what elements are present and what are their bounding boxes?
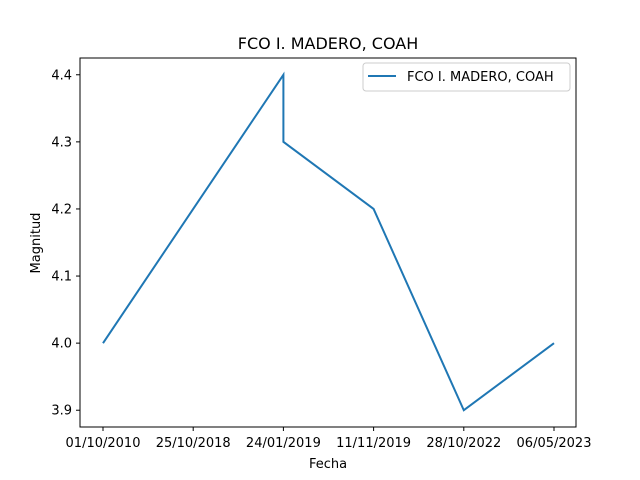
x-tick-label: 25/10/2018 [156, 436, 231, 451]
y-tick-label: 4.0 [51, 337, 72, 352]
legend: FCO I. MADERO, COAH [362, 62, 571, 92]
y-tick-label: 3.9 [51, 404, 72, 419]
x-tick-label: 24/01/2019 [246, 436, 321, 451]
plot-area: 01/10/2010 25/10/2018 24/01/2019 11/11/2019… [51, 57, 592, 451]
x-tick-label: 11/11/2019 [336, 436, 411, 451]
y-tick-label: 4.2 [51, 202, 72, 217]
series-line [102, 71, 555, 412]
x-tick-label: 06/05/2023 [517, 436, 592, 451]
legend-frame [362, 62, 571, 92]
y-axis: 3.9 4.0 4.1 4.2 4.3 4.4 [51, 68, 80, 419]
x-axis: 01/10/2010 25/10/2018 24/01/2019 11/11/2019… [66, 427, 592, 451]
x-axis-label: Fecha [309, 457, 347, 472]
y-tick-label: 4.4 [51, 68, 72, 83]
y-axis-label: Magnitud [29, 213, 44, 274]
legend-label: FCO I. MADERO, COAH [407, 70, 554, 85]
x-tick-label: 28/10/2022 [426, 436, 501, 451]
series-layer [102, 71, 555, 412]
plot-frame [79, 57, 577, 428]
y-tick-label: 4.3 [51, 135, 72, 150]
x-tick-label: 01/10/2010 [66, 436, 141, 451]
chart-title: FCO I. MADERO, COAH [238, 34, 418, 53]
y-tick-label: 4.1 [51, 270, 72, 285]
